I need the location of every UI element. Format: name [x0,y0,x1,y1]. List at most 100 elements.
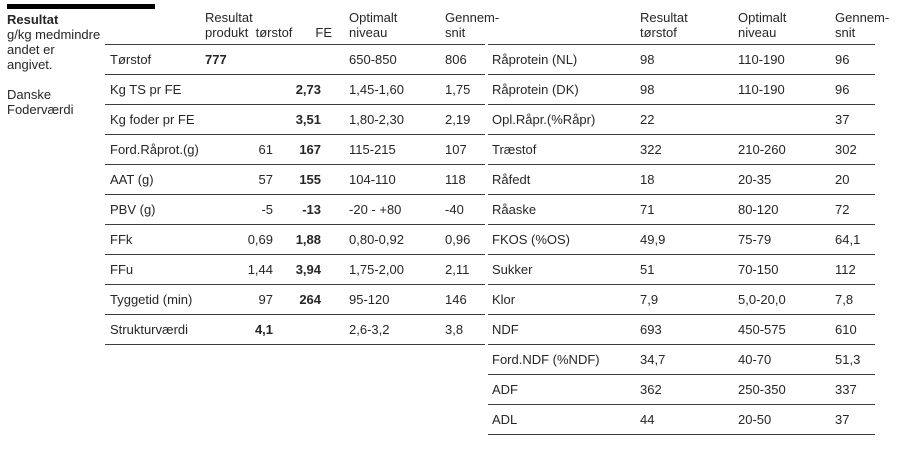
cell-optimalt: 110-190 [728,44,826,75]
cell-gennemsnit: 610 [826,314,875,345]
table-row: Råprotein (DK) 98 110-190 96 [488,74,875,105]
cell-label: Ford.Råprot.(g) [105,134,200,165]
cell-torstof [240,104,274,135]
cell-produkt [200,104,240,135]
table-header-row: Resultat tørstof Optimalt niveau Gennem-… [488,8,889,45]
header-parameter [488,8,630,45]
cell-optimalt: 210-260 [728,134,826,165]
cell-torstof: 1,44 [240,254,274,285]
cell-gennemsnit: 2,11 [440,254,486,285]
unit-note: g/kg medmindre andet er angivet. [7,27,101,72]
cell-label: Kg TS pr FE [105,74,200,105]
cell-torstof: 34,7 [630,344,728,375]
cell-label: Kg foder pr FE [105,104,200,135]
cell-label: Råfedt [488,164,630,195]
report-title: Resultat [7,12,59,27]
cell-optimalt: 250-350 [728,374,826,405]
table-row: Råfedt 18 20-35 20 [488,164,875,195]
cell-fe: 3,94 [273,254,324,285]
cell-label: Sukker [488,254,630,285]
table-row: Træstof 322 210-260 302 [488,134,875,165]
cell-gennemsnit: 2,19 [440,104,486,135]
results-table-left: Resultat produkt tørstof FE Optimalt niv… [105,8,499,345]
cell-gennemsnit: 96 [826,44,875,75]
cell-optimalt: 1,80-2,30 [323,104,441,135]
header-parameter [105,8,200,45]
cell-torstof: 49,9 [630,224,728,255]
header-fe: FE [273,8,332,45]
cell-gennemsnit: 0,96 [440,224,486,255]
cell-torstof: -5 [240,194,274,225]
cell-optimalt: 0,80-0,92 [323,224,441,255]
header-resultat-produkt-torstof: Resultat produkt tørstof [200,8,292,45]
cell-gennemsnit: 37 [826,104,875,135]
cell-optimalt: 104-110 [323,164,441,195]
cell-label: ADL [488,404,630,435]
cell-produkt [200,224,240,255]
cell-fe: 1,88 [273,224,324,255]
cell-produkt [200,254,240,285]
cell-gennemsnit: 146 [440,284,486,315]
table-row: Tyggetid (min) 97 264 95-120 146 [105,284,486,315]
cell-label: Opl.Råpr.(%Råpr) [488,104,630,135]
cell-torstof: 98 [630,74,728,105]
table-body: Tørstof 777 650-850 806 Kg TS pr FE 2,73 1,45-… [105,44,486,345]
cell-torstof: 97 [240,284,274,315]
table-row: FFk 0,69 1,88 0,80-0,92 0,96 [105,224,486,255]
cell-gennemsnit: 107 [440,134,486,165]
cell-torstof [240,74,274,105]
cell-optimalt: 2,6-3,2 [323,314,441,345]
cell-fe: 2,73 [273,74,324,105]
cell-fe [273,314,324,345]
cell-fe [273,44,324,75]
cell-label: Råprotein (DK) [488,74,630,105]
cell-optimalt: 95-120 [323,284,441,315]
cell-optimalt: 1,45-1,60 [323,74,441,105]
cell-label: FFk [105,224,200,255]
cell-label: Klor [488,284,630,315]
cell-optimalt: 80-120 [728,194,826,225]
standard-label: Danske Foderværdi [7,87,74,117]
table-header-row: Resultat produkt tørstof FE Optimalt niv… [105,8,499,45]
cell-torstof: 98 [630,44,728,75]
header-optimalt-niveau: Optimalt niveau [323,8,441,45]
cell-gennemsnit: 51,3 [826,344,875,375]
cell-optimalt: 110-190 [728,74,826,105]
cell-torstof: 362 [630,374,728,405]
cell-produkt: 777 [200,44,240,75]
cell-optimalt: 115-215 [323,134,441,165]
table-row: Kg foder pr FE 3,51 1,80-2,30 2,19 [105,104,486,135]
table-row: FKOS (%OS) 49,9 75-79 64,1 [488,224,875,255]
header-optimalt-niveau: Optimalt niveau [728,8,826,45]
cell-label: FKOS (%OS) [488,224,630,255]
cell-gennemsnit: -40 [440,194,486,225]
header-gennemsnit: Gennem- snit [826,8,889,45]
table-row: Strukturværdi 4,1 2,6-3,2 3,8 [105,314,486,345]
table-row: AAT (g) 57 155 104-110 118 [105,164,486,195]
table-row: ADL 44 20-50 37 [488,404,875,435]
cell-optimalt: 20-35 [728,164,826,195]
cell-fe: 167 [273,134,324,165]
cell-produkt [200,194,240,225]
cell-gennemsnit: 7,8 [826,284,875,315]
cell-gennemsnit: 1,75 [440,74,486,105]
table-row: PBV (g) -5 -13 -20 - +80 -40 [105,194,486,225]
cell-gennemsnit: 112 [826,254,875,285]
table-row: Ford.NDF (%NDF) 34,7 40-70 51,3 [488,344,875,375]
cell-label: NDF [488,314,630,345]
cell-label: FFu [105,254,200,285]
top-rule [7,4,155,9]
cell-label: Strukturværdi [105,314,200,345]
table-row: Opl.Råpr.(%Råpr) 22 37 [488,104,875,135]
cell-torstof: 22 [630,104,728,135]
cell-torstof: 322 [630,134,728,165]
cell-gennemsnit: 96 [826,74,875,105]
cell-produkt [200,284,240,315]
cell-label: Råprotein (NL) [488,44,630,75]
cell-optimalt: 650-850 [323,44,441,75]
cell-optimalt: -20 - +80 [323,194,441,225]
cell-torstof [240,44,274,75]
cell-fe: 264 [273,284,324,315]
cell-optimalt: 450-575 [728,314,826,345]
cell-torstof: 51 [630,254,728,285]
